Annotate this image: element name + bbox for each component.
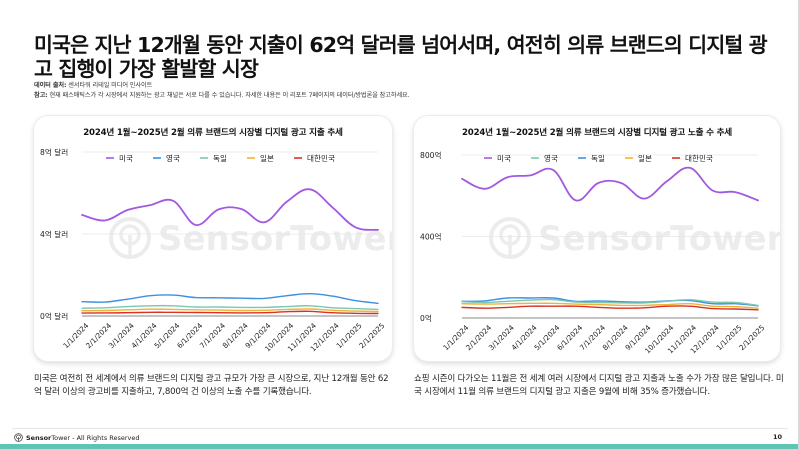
legend-item: 미국 <box>106 154 133 163</box>
legend-label: 미국 <box>497 154 511 163</box>
legend-item: 독일 <box>578 154 605 163</box>
y-tick-label: 0억 달러 <box>40 312 68 321</box>
legend-label: 미국 <box>119 154 133 163</box>
legend-item: 대한민국 <box>294 153 335 163</box>
series-line-미국 <box>461 166 759 202</box>
legend-item: 영국 <box>153 153 180 163</box>
legend-label: 일본 <box>638 154 652 163</box>
page-number: 10 <box>772 433 782 441</box>
watermark: SensorTower <box>109 217 392 259</box>
legend-label: 대한민국 <box>307 153 335 163</box>
note-label: 참고: <box>34 92 48 99</box>
legend-label: 독일 <box>591 154 605 163</box>
legend-item: 독일 <box>200 154 227 163</box>
legend-item: 영국 <box>531 153 558 163</box>
legend-item: 대한민국 <box>672 153 713 163</box>
spend-line-chart: 2024년 1월~2025년 2월 의류 브랜드의 시장별 디지털 광고 지출 … <box>40 126 392 353</box>
watermark-text: SensorTower <box>538 219 780 259</box>
data-source-label: 데이터 출처: <box>34 82 67 89</box>
legend-item: 일본 <box>247 154 274 163</box>
legend-item: 일본 <box>625 154 652 163</box>
body-text-left: 미국은 여전히 전 세계에서 의류 브랜드의 디지털 광고 규모가 가장 큰 시… <box>34 374 389 397</box>
impressions-chart-card: 2024년 1월~2025년 2월 의류 브랜드의 시장별 디지털 광고 노출 … <box>414 116 780 361</box>
impressions-line-chart: 2024년 1월~2025년 2월 의류 브랜드의 시장별 디지털 광고 노출 … <box>420 126 780 355</box>
y-tick-label: 4억 달러 <box>40 230 68 239</box>
footer-brand-name: Sensor <box>26 433 52 442</box>
footer-rights: - All Rights Reserved <box>70 433 140 442</box>
sensortower-logo-icon <box>14 433 23 442</box>
y-tick-label: 400억 <box>420 233 441 242</box>
watermark-logo-icon <box>489 217 531 259</box>
series-line-영국 <box>81 292 379 304</box>
spend-chart-card: 2024년 1월~2025년 2월 의류 브랜드의 시장별 디지털 광고 지출 … <box>34 116 392 361</box>
footer-brand-name2: Tower <box>51 433 71 442</box>
series-line-대한민국 <box>81 310 379 315</box>
watermark: SensorTower <box>489 217 780 259</box>
watermark-logo-icon <box>109 217 151 259</box>
series-line-독일 <box>81 304 379 311</box>
legend-label: 영국 <box>544 153 558 163</box>
body-text-right: 쇼핑 시즌이 다가오는 11월은 전 세계 여러 시장에서 디지털 광고 지출과… <box>414 374 784 397</box>
chart-title: 2024년 1월~2025년 2월 의류 브랜드의 시장별 디지털 광고 지출 … <box>83 126 343 138</box>
series-line-대한민국 <box>461 305 759 311</box>
y-tick-label: 8억 달러 <box>40 148 68 157</box>
series-line-영국 <box>461 298 759 307</box>
series-line-독일 <box>461 297 759 307</box>
page-edge <box>798 0 800 449</box>
page-title: 미국은 지난 12개월 동안 지출이 62억 달러를 넘어서며, 여전히 의류 … <box>34 33 768 81</box>
data-source: 데이터 출처: 센서타워 리테일 미디어 인사이트 <box>34 80 152 89</box>
note-value: 현재 패스매틱스가 각 시장에서 지원하는 광고 채널은 서로 다를 수 있습니… <box>49 92 410 99</box>
legend-label: 독일 <box>213 154 227 163</box>
legend-label: 일본 <box>260 154 274 163</box>
footer-divider <box>12 428 788 429</box>
legend-item: 미국 <box>484 154 511 163</box>
series-line-일본 <box>461 302 759 309</box>
y-tick-label: 0억 <box>420 314 432 323</box>
series-line-미국 <box>81 188 379 231</box>
chart-title: 2024년 1월~2025년 2월 의류 브랜드의 시장별 디지털 광고 노출 … <box>462 126 732 138</box>
data-source-value: 센서타워 리테일 미디어 인사이트 <box>68 82 153 89</box>
note: 참고: 현재 패스매틱스가 각 시장에서 지원하는 광고 채널은 서로 다를 수… <box>34 90 410 99</box>
series-line-일본 <box>81 308 379 313</box>
watermark-text: SensorTower <box>158 219 392 259</box>
y-tick-label: 800억 <box>420 151 441 160</box>
footer-brand: SensorTower - All Rights Reserved <box>14 433 140 442</box>
legend-label: 영국 <box>166 153 180 163</box>
bottom-accent-bar <box>0 444 800 449</box>
legend-label: 대한민국 <box>685 153 713 163</box>
